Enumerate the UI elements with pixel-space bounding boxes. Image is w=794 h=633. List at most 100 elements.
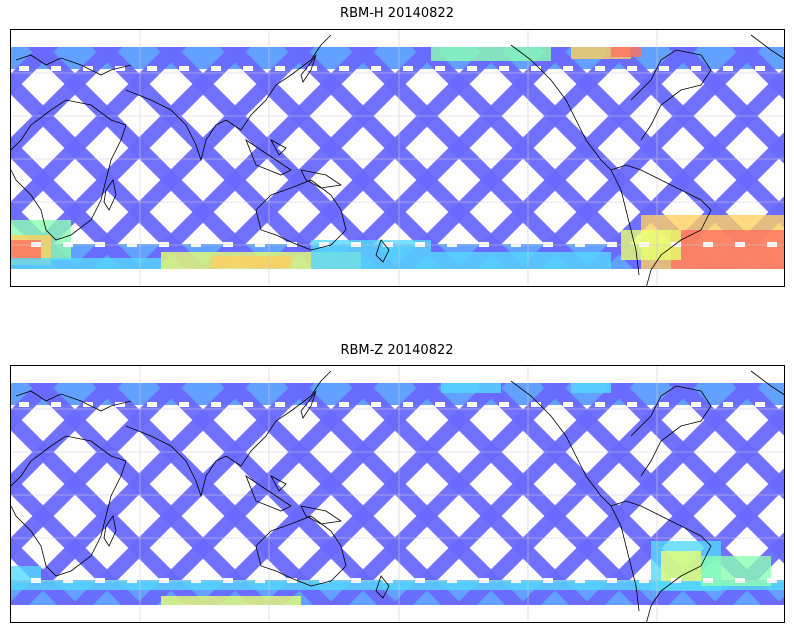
coastline-segment bbox=[11, 99, 127, 241]
swath-gap bbox=[543, 242, 553, 247]
swath-gap bbox=[467, 402, 477, 407]
map-rbm-z bbox=[10, 365, 785, 623]
coastline-segment bbox=[510, 380, 612, 507]
swath-gap bbox=[223, 242, 233, 247]
swath-gap bbox=[607, 242, 617, 247]
swath-gap bbox=[479, 578, 489, 583]
swath-gap bbox=[127, 242, 137, 247]
swath-gap bbox=[211, 66, 221, 71]
swath-gap bbox=[447, 242, 457, 247]
swath-gap bbox=[19, 402, 29, 407]
swath-gap bbox=[499, 402, 509, 407]
swath-gap bbox=[627, 402, 637, 407]
swath-gap bbox=[287, 578, 297, 583]
value-patch bbox=[671, 230, 784, 269]
swath-gap bbox=[435, 402, 445, 407]
swath-gap bbox=[95, 242, 105, 247]
swath-gap bbox=[275, 402, 285, 407]
swath-gap bbox=[307, 402, 317, 407]
swath-descending bbox=[731, 47, 784, 100]
swath-gap bbox=[383, 242, 393, 247]
swath-gap bbox=[275, 66, 285, 71]
swath-gap bbox=[639, 578, 649, 583]
coastline-segment bbox=[270, 475, 287, 492]
swath-gap bbox=[255, 242, 265, 247]
value-patch bbox=[571, 383, 611, 393]
swath-gap bbox=[575, 578, 585, 583]
swath-gap bbox=[191, 578, 201, 583]
swath-gap bbox=[467, 66, 477, 71]
swath-gap bbox=[383, 578, 393, 583]
swath-gap bbox=[511, 578, 521, 583]
panel-title-rbm-h: RBM-H 20140822 bbox=[340, 6, 454, 21]
swath-gap bbox=[147, 66, 157, 71]
swath-gap bbox=[595, 66, 605, 71]
swath-gap bbox=[179, 402, 189, 407]
swath-gap bbox=[31, 242, 41, 247]
panel-title-rbm-z: RBM-Z 20140822 bbox=[340, 343, 454, 358]
swath-gap bbox=[31, 578, 41, 583]
swath-gap bbox=[627, 66, 637, 71]
swath-gap bbox=[319, 578, 329, 583]
swath-gap bbox=[287, 242, 297, 247]
swath-gap bbox=[511, 242, 521, 247]
coastlines bbox=[11, 370, 784, 622]
swath-gap bbox=[415, 578, 425, 583]
value-patch bbox=[11, 580, 784, 590]
swath-gap bbox=[403, 402, 413, 407]
coastline-segment bbox=[125, 89, 227, 162]
coastline-segment bbox=[15, 390, 132, 412]
swath-gap bbox=[51, 402, 61, 407]
swath-gap bbox=[307, 66, 317, 71]
coastline-segment bbox=[750, 34, 784, 60]
swath-gap bbox=[575, 242, 585, 247]
swath-gap bbox=[479, 242, 489, 247]
swath-descending bbox=[603, 47, 784, 228]
value-patch bbox=[431, 252, 611, 269]
swath-gap bbox=[499, 66, 509, 71]
coastline-segment bbox=[255, 515, 347, 587]
swath-gap bbox=[339, 66, 349, 71]
swath-gap bbox=[723, 66, 733, 71]
swath-gap bbox=[447, 578, 457, 583]
swath-gap bbox=[531, 402, 541, 407]
coastline-segment bbox=[300, 54, 317, 83]
swath-gap bbox=[51, 66, 61, 71]
coastline-segment bbox=[300, 505, 343, 525]
coastline-segment bbox=[245, 474, 292, 512]
coastline-segment bbox=[103, 179, 117, 211]
swath-gap bbox=[671, 578, 681, 583]
value-patch bbox=[431, 47, 551, 61]
coastline-segment bbox=[375, 239, 390, 263]
swath-descending bbox=[603, 383, 784, 564]
coastlines bbox=[11, 34, 784, 286]
coastline-segment bbox=[255, 179, 347, 251]
swath-gap bbox=[723, 402, 733, 407]
coastline-segment bbox=[630, 49, 712, 141]
swath-gap bbox=[179, 66, 189, 71]
swath-gap bbox=[319, 242, 329, 247]
swath-gap bbox=[415, 242, 425, 247]
swath-gap bbox=[595, 402, 605, 407]
swath-gap bbox=[691, 66, 701, 71]
coastline-segment bbox=[125, 425, 227, 498]
coastline-segment bbox=[610, 169, 640, 276]
coastline-segment bbox=[610, 500, 712, 622]
swath-gap bbox=[403, 66, 413, 71]
graticule bbox=[11, 366, 784, 622]
swath-descending bbox=[667, 383, 784, 500]
coastline-segment bbox=[225, 370, 332, 467]
value-patch bbox=[211, 256, 291, 268]
value-patch bbox=[441, 383, 501, 393]
coastline-segment bbox=[610, 164, 712, 286]
swath-gap bbox=[691, 402, 701, 407]
coastline-segment bbox=[225, 34, 332, 131]
swath-gap bbox=[19, 66, 29, 71]
swath-gap bbox=[255, 578, 265, 583]
coastline-segment bbox=[300, 169, 343, 189]
coastline-segment bbox=[300, 390, 317, 419]
coastline-segment bbox=[750, 370, 784, 396]
swath-gap bbox=[115, 66, 125, 71]
swath-gap bbox=[115, 402, 125, 407]
swath-gap bbox=[159, 242, 169, 247]
